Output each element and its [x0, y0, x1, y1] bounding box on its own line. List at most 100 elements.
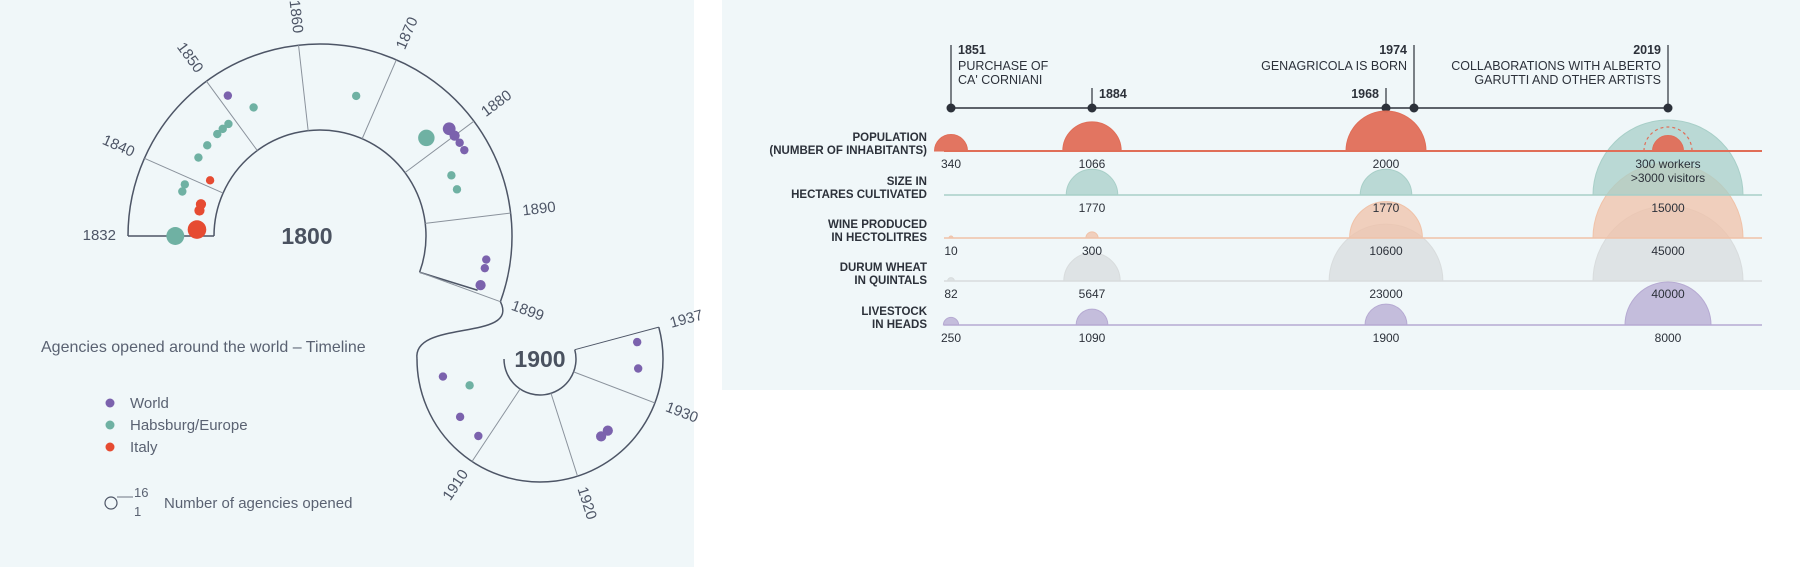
data-point [166, 227, 185, 245]
value-label: 40000 [1651, 287, 1685, 301]
data-point [249, 103, 258, 112]
size-legend-min: 1 [134, 504, 141, 519]
legend-swatch [105, 420, 115, 430]
event-marker [946, 103, 956, 113]
row-label: LIVESTOCK [861, 306, 927, 318]
decade-divider [425, 212, 511, 224]
decade-divider [361, 59, 397, 139]
data-point [474, 431, 483, 441]
data-point [223, 91, 233, 100]
tick-label: 1850 [173, 39, 206, 76]
value-label: 250 [941, 331, 961, 345]
row-label: IN HEADS [872, 319, 927, 331]
value-label: 1770 [1079, 201, 1106, 215]
data-point [194, 153, 203, 162]
data-point [633, 364, 643, 373]
value-label: 1090 [1079, 331, 1106, 345]
legend-swatch [105, 398, 115, 408]
bubble [1592, 119, 1744, 196]
event-description: GENAGRICOLA IS BORN [1261, 59, 1407, 73]
tick-label: 1899 [509, 297, 546, 324]
value-label: 1066 [1079, 157, 1106, 171]
data-point [187, 220, 207, 239]
event-description: COLLABORATIONS WITH ALBERTO [1451, 59, 1661, 73]
tick-label: 1832 [83, 227, 116, 244]
row-label: DURUM WHEAT [840, 262, 927, 274]
data-point [418, 129, 435, 147]
value-label: 82 [944, 287, 958, 301]
timeline-panel: 1832 1840 1850 1860 1870 1880 1890 1899 1910 1920… [0, 0, 705, 567]
value-label: 2000 [1373, 157, 1400, 171]
data-point [203, 141, 212, 150]
bubble [948, 235, 954, 239]
decade-divider [419, 271, 501, 303]
event-marker [1409, 103, 1419, 113]
data-point [224, 119, 233, 129]
center-label-1900: 1900 [514, 346, 565, 372]
data-point [455, 138, 464, 147]
data-point [475, 280, 486, 291]
event-marker [1381, 103, 1391, 113]
tick-label: 1880 [478, 87, 515, 121]
bubble [1364, 303, 1408, 326]
event-year: 2019 [1633, 43, 1661, 57]
size-legend-circle [104, 496, 118, 510]
data-point [447, 171, 456, 180]
decade-divider [550, 393, 579, 477]
bubble [934, 134, 968, 152]
size-legend-max: 16 [134, 485, 148, 500]
connector-outer [416, 301, 504, 360]
bubble [1624, 281, 1712, 326]
bubble [1349, 201, 1423, 239]
value-label: 8000 [1655, 331, 1682, 345]
decade-divider [144, 157, 224, 194]
data-point [482, 255, 491, 264]
data-point [460, 145, 469, 155]
decade-divider [206, 80, 258, 151]
event-year: 1974 [1379, 43, 1407, 57]
bubble [1345, 110, 1427, 152]
size-legend-label: Number of agencies opened [164, 495, 352, 512]
chart-title: Agencies opened around the world – Timel… [41, 339, 366, 356]
data-point [602, 425, 613, 436]
value-label: 5647 [1079, 287, 1106, 301]
legend-swatch [105, 442, 115, 452]
tick-label: 1890 [521, 199, 556, 220]
row-label: HECTARES CULTIVATED [791, 189, 927, 201]
bubble [1652, 135, 1684, 152]
value-label: 45000 [1651, 244, 1685, 258]
legend-label: World [130, 395, 169, 412]
center-label-1800: 1800 [281, 223, 332, 249]
data-point [438, 372, 448, 381]
decade-divider [573, 371, 656, 404]
decade-divider [471, 388, 521, 462]
data-point [455, 412, 465, 422]
legend-label: Italy [130, 439, 158, 456]
tick-label: 1870 [393, 15, 422, 52]
bubble [1075, 308, 1109, 326]
outer-arc-1800 [127, 43, 513, 302]
value-label: 15000 [1651, 201, 1685, 215]
bubble [1063, 252, 1121, 282]
bubble [1062, 121, 1122, 152]
row-label: (NUMBER OF INHABITANTS) [769, 145, 927, 157]
event-description: GARUTTI AND OTHER ARTISTS [1474, 73, 1661, 87]
data-point [480, 263, 490, 273]
bubble [1359, 168, 1413, 196]
value-label: 300 [1082, 244, 1102, 258]
event-marker [1087, 103, 1097, 113]
row-label: POPULATION [852, 132, 927, 144]
event-year: 1851 [958, 43, 986, 57]
data-point [218, 124, 227, 134]
row-label: SIZE IN [887, 176, 927, 188]
data-point [195, 199, 207, 210]
data-point [596, 431, 607, 442]
tick-label: 1910 [439, 467, 472, 504]
population-annotation: 300 workers [1635, 157, 1700, 171]
decade-divider [298, 45, 309, 131]
data-point [178, 187, 187, 196]
data-point [449, 130, 460, 141]
decade-divider [404, 120, 475, 174]
tick-label: 1937 [668, 307, 705, 332]
end-edge [574, 326, 659, 351]
